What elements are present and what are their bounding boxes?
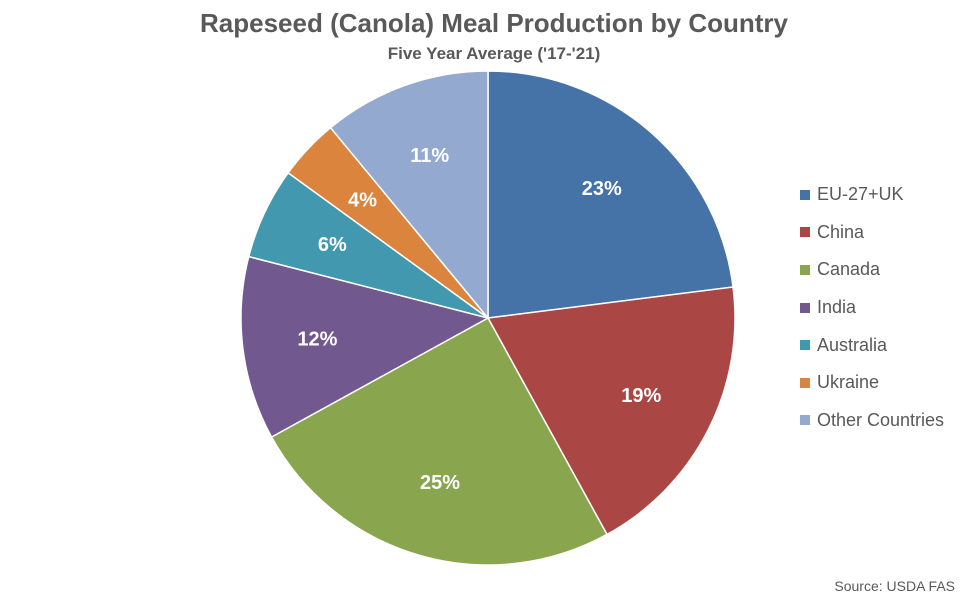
legend-swatch bbox=[800, 189, 810, 200]
legend-item-china: China bbox=[800, 214, 944, 252]
chart-title: Rapeseed (Canola) Meal Production by Cou… bbox=[200, 8, 788, 38]
legend-swatch bbox=[800, 264, 810, 275]
data-label-india: 12% bbox=[297, 329, 337, 351]
pie-slice-india bbox=[240, 255, 491, 439]
legend-item-australia: Australia bbox=[800, 326, 944, 364]
legend-label: EU-27+UK bbox=[817, 184, 904, 205]
data-label-china: 19% bbox=[621, 385, 661, 407]
chart-subtitle: Five Year Average ('17-'21) bbox=[387, 44, 601, 63]
legend-label: Canada bbox=[817, 259, 881, 280]
data-label-australia: 6% bbox=[318, 234, 347, 256]
source-note: Source: USDA FAS bbox=[834, 578, 955, 594]
legend-label: China bbox=[817, 221, 865, 242]
pie-slice-eu-27-uk bbox=[487, 70, 734, 319]
legend-label: India bbox=[817, 297, 857, 318]
data-label-canada: 25% bbox=[420, 472, 460, 494]
data-label-other-countries: 11% bbox=[410, 145, 449, 167]
legend: EU-27+UK China Canada India Australia Ukraine… bbox=[800, 176, 944, 439]
pie-slice-china bbox=[486, 286, 736, 536]
legend-item-eu-27-uk: EU-27+UK bbox=[800, 176, 944, 214]
legend-label: Other Countries bbox=[817, 409, 945, 430]
legend-swatch bbox=[800, 302, 810, 313]
legend-swatch bbox=[800, 415, 810, 426]
pie-slice-canada bbox=[270, 316, 609, 566]
legend-swatch bbox=[800, 227, 810, 238]
legend-item-ukraine: Ukraine bbox=[800, 364, 944, 402]
legend-item-canada: Canada bbox=[800, 251, 944, 289]
data-label-eu-27-uk: 23% bbox=[582, 178, 622, 200]
legend-label: Ukraine bbox=[817, 372, 880, 393]
legend-label: Australia bbox=[817, 334, 888, 355]
pie-slice-other-countries bbox=[329, 70, 489, 321]
legend-swatch bbox=[800, 340, 810, 351]
legend-item-other-countries: Other Countries bbox=[800, 402, 944, 440]
legend-swatch bbox=[800, 377, 810, 388]
data-label-ukraine: 4% bbox=[348, 189, 377, 211]
legend-item-india: India bbox=[800, 289, 944, 327]
